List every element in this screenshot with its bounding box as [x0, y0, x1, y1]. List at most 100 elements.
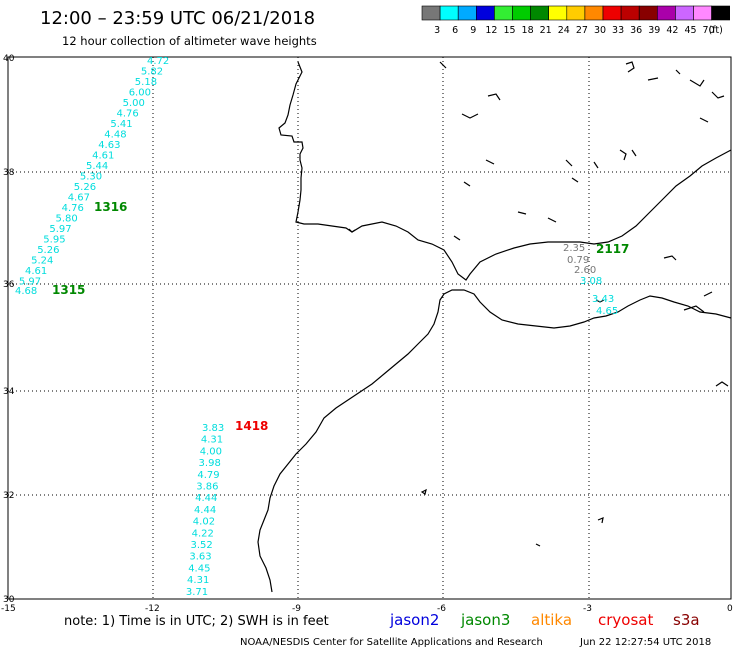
pass-time: 1315 — [52, 283, 85, 297]
mission-jason2: jason2 — [389, 611, 439, 629]
pass-time: 1316 — [94, 200, 127, 214]
swh-value: 4.44 — [194, 505, 216, 516]
swh-value: 5.97 — [19, 277, 41, 288]
swh-value: 4.00 — [200, 446, 222, 457]
swh-value: 6.00 — [129, 88, 151, 99]
map-frame — [7, 56, 732, 600]
swh-value: 4.31 — [187, 575, 209, 586]
island — [715, 381, 729, 387]
altimeter-passes: 4.725.825.186.005.004.765.414.484.634.61… — [15, 56, 629, 598]
legend-swatch — [421, 5, 441, 21]
legend-label: 42 — [666, 25, 678, 36]
swh-value: 5.18 — [135, 77, 157, 88]
swh-value: 4.02 — [193, 517, 215, 528]
island — [485, 159, 495, 165]
lon-label: -12 — [145, 604, 160, 614]
swh-value: 3.86 — [196, 482, 218, 493]
swh-value: 5.97 — [49, 224, 71, 235]
legend-swatch — [620, 5, 640, 21]
swh-value: 4.72 — [147, 56, 169, 67]
swh-value: 4.65 — [596, 306, 618, 317]
legend-swatch — [656, 5, 676, 21]
legend-swatch — [494, 5, 513, 21]
swh-value: 4.44 — [195, 493, 217, 504]
swh-value: 4.48 — [104, 130, 126, 141]
mission-s3a: s3a — [673, 611, 700, 629]
swh-value: 5.80 — [56, 214, 78, 225]
legend-label: 21 — [540, 25, 552, 36]
island — [631, 149, 637, 157]
pass-time: 1418 — [235, 419, 268, 433]
footer-timestamp: Jun 22 12:27:54 UTC 2018 — [579, 637, 711, 648]
island — [595, 299, 605, 303]
island — [675, 69, 681, 75]
mission-jason3: jason3 — [460, 611, 510, 629]
swh-value: 5.30 — [80, 172, 102, 183]
legend-swatch — [584, 5, 604, 21]
swh-value: 3.63 — [189, 552, 211, 563]
lat-label: 30 — [3, 595, 15, 605]
swh-value: 3.98 — [199, 458, 221, 469]
island — [703, 291, 713, 297]
legend-swatch — [475, 5, 495, 21]
legend-swatch — [638, 5, 658, 21]
island — [593, 161, 599, 169]
mission-altika: altika — [531, 611, 572, 629]
island — [699, 117, 709, 123]
legend-swatch — [548, 5, 568, 21]
graticule — [8, 57, 731, 599]
lat-label: 40 — [3, 54, 15, 64]
island — [420, 488, 427, 495]
coastline — [257, 61, 732, 593]
legend-label: 27 — [576, 25, 588, 36]
swh-value: 4.61 — [25, 266, 47, 277]
island — [711, 91, 725, 99]
swh-value: 3.43 — [592, 294, 614, 305]
island — [689, 79, 705, 87]
swh-value: 5.00 — [123, 98, 145, 109]
swh-value: 2.60 — [574, 265, 596, 276]
footer-note: note: 1) Time is in UTC; 2) SWH is in fe… — [64, 614, 329, 629]
island — [547, 217, 557, 223]
legend-swatch — [566, 5, 586, 21]
swh-value: 4.31 — [201, 435, 223, 446]
lon-label: -6 — [437, 604, 446, 614]
swh-value: 3.83 — [202, 423, 224, 434]
island — [348, 228, 356, 233]
lat-label: 32 — [3, 491, 14, 501]
swh-value: 0.79 — [567, 255, 589, 266]
swh-value: 5.82 — [141, 67, 163, 78]
swh-value: 3.71 — [186, 587, 208, 598]
lat-label: 38 — [3, 168, 15, 178]
lon-label: 0 — [727, 604, 733, 614]
island — [625, 61, 635, 73]
swh-value: 5.26 — [74, 182, 96, 193]
wave-height-legend: 3 6 9 12 15 18 21 24 27 30 33 36 39 42 45 70(ft) — [421, 5, 730, 36]
legend-swatch — [439, 5, 459, 21]
footer-credit: NOAA/NESDIS Center for Satellite Applica… — [240, 637, 543, 648]
swh-value: 3.08 — [580, 276, 602, 287]
legend-label: 15 — [503, 25, 515, 36]
legend-swatch — [602, 5, 622, 21]
coastline-iberia — [278, 61, 732, 281]
map-title: 12:00 – 23:59 UTC 06/21/2018 — [40, 8, 315, 29]
legend-swatch — [675, 5, 694, 21]
swh-value: 4.68 — [15, 286, 37, 297]
legend-label: 33 — [612, 25, 624, 36]
swh-value: 5.41 — [110, 119, 132, 130]
swh-value: 3.52 — [191, 540, 213, 551]
legend-label: 30 — [594, 25, 606, 36]
island — [565, 159, 573, 167]
map-subtitle: 12 hour collection of altimeter wave hei… — [62, 34, 317, 48]
swh-value: 4.67 — [68, 193, 90, 204]
swh-value: 2.35 — [563, 243, 585, 254]
legend-label: 6 — [452, 25, 458, 36]
island — [647, 77, 659, 81]
lon-label: -15 — [1, 604, 16, 614]
legend-label: 70 — [703, 25, 715, 36]
pass-time: 2117 — [596, 242, 629, 256]
lat-label: 36 — [3, 280, 15, 290]
latitude-labels: 40 38 36 34 32 30 — [3, 54, 15, 605]
island — [487, 93, 501, 101]
